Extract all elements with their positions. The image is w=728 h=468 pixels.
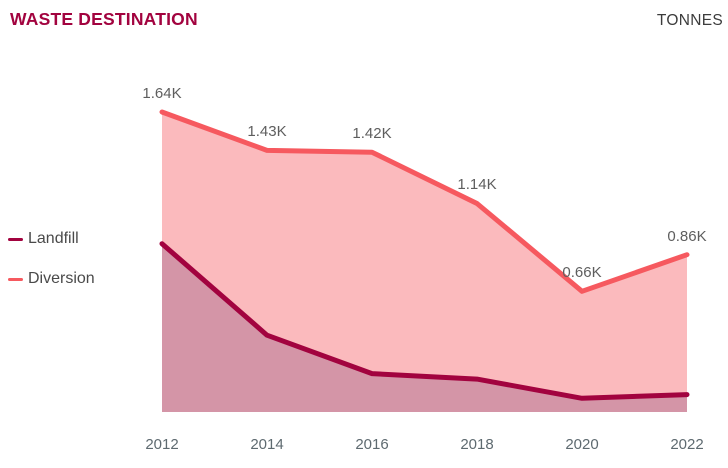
data-label-2014: 1.43K xyxy=(247,123,287,141)
data-label-2020: 0.66K xyxy=(562,264,602,282)
data-label-2022: 0.86K xyxy=(667,227,707,245)
legend-item-diversion[interactable]: Diversion xyxy=(8,259,95,299)
diversion-area[interactable] xyxy=(162,112,687,412)
diversion-series-swatch xyxy=(8,277,23,281)
landfill-line[interactable] xyxy=(159,241,690,401)
x-axis-label-2020: 2020 xyxy=(565,436,599,453)
axis-unit-label: TONNES xyxy=(656,12,723,29)
data-label-2018: 1.14K xyxy=(457,176,497,194)
landfill-area[interactable] xyxy=(162,243,687,412)
landfill-series-swatch xyxy=(8,237,23,241)
data-label-2012: 1.64K xyxy=(142,85,182,102)
page-title: WASTE DESTINATION xyxy=(10,9,198,29)
data-label-2016: 1.42K xyxy=(352,125,392,143)
x-axis-label-2014: 2014 xyxy=(250,436,284,453)
legend-item-landfill[interactable]: Landfill xyxy=(8,219,95,259)
x-axis-label-2022: 2022 xyxy=(670,436,704,453)
legend-label-diversion: Diversion xyxy=(28,270,95,287)
chart-legend: Landfill Diversion xyxy=(8,219,95,299)
diversion-line[interactable] xyxy=(159,109,690,294)
x-axis-label-2016: 2016 xyxy=(355,436,389,453)
x-axis-label-2018: 2018 xyxy=(460,436,494,453)
legend-label-landfill: Landfill xyxy=(28,230,79,247)
x-axis-label-2012: 2012 xyxy=(145,436,179,453)
